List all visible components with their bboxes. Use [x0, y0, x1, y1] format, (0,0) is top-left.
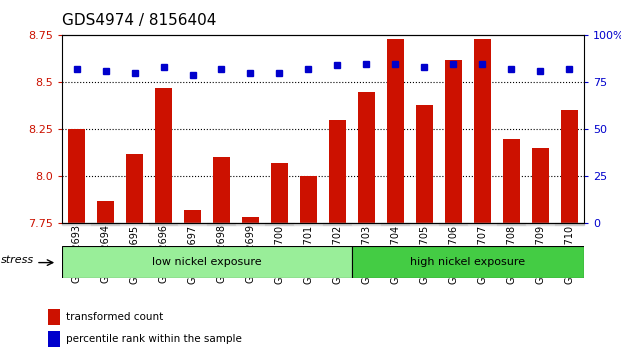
- Bar: [236, 223, 265, 225]
- Bar: [91, 223, 120, 225]
- Bar: [468, 223, 497, 225]
- Text: transformed count: transformed count: [66, 312, 163, 322]
- Bar: [502, 139, 520, 223]
- Bar: [294, 223, 323, 225]
- Bar: [329, 120, 346, 223]
- Bar: [184, 210, 201, 223]
- Bar: [149, 223, 178, 225]
- Text: high nickel exposure: high nickel exposure: [410, 257, 525, 267]
- Bar: [410, 223, 439, 225]
- Bar: [445, 60, 462, 223]
- Bar: [532, 148, 549, 223]
- Text: stress: stress: [1, 255, 34, 266]
- Text: GDS4974 / 8156404: GDS4974 / 8156404: [62, 13, 217, 28]
- Bar: [265, 223, 294, 225]
- Bar: [97, 200, 114, 223]
- Bar: [48, 331, 60, 347]
- Bar: [178, 223, 207, 225]
- Bar: [352, 246, 584, 278]
- Bar: [415, 105, 433, 223]
- Bar: [439, 223, 468, 225]
- Bar: [68, 129, 85, 223]
- Text: percentile rank within the sample: percentile rank within the sample: [66, 334, 242, 344]
- Bar: [352, 223, 381, 225]
- Bar: [155, 88, 172, 223]
- Text: low nickel exposure: low nickel exposure: [152, 257, 262, 267]
- Bar: [207, 223, 236, 225]
- Bar: [213, 158, 230, 223]
- Bar: [300, 176, 317, 223]
- Bar: [555, 223, 584, 225]
- Bar: [126, 154, 143, 223]
- Bar: [323, 223, 352, 225]
- Bar: [120, 223, 149, 225]
- Bar: [62, 223, 91, 225]
- Bar: [474, 39, 491, 223]
- Bar: [497, 223, 526, 225]
- Bar: [48, 309, 60, 325]
- Bar: [242, 217, 259, 223]
- Bar: [561, 110, 578, 223]
- Bar: [387, 39, 404, 223]
- Bar: [62, 246, 352, 278]
- Bar: [526, 223, 555, 225]
- Bar: [381, 223, 410, 225]
- Bar: [358, 92, 375, 223]
- Bar: [271, 163, 288, 223]
